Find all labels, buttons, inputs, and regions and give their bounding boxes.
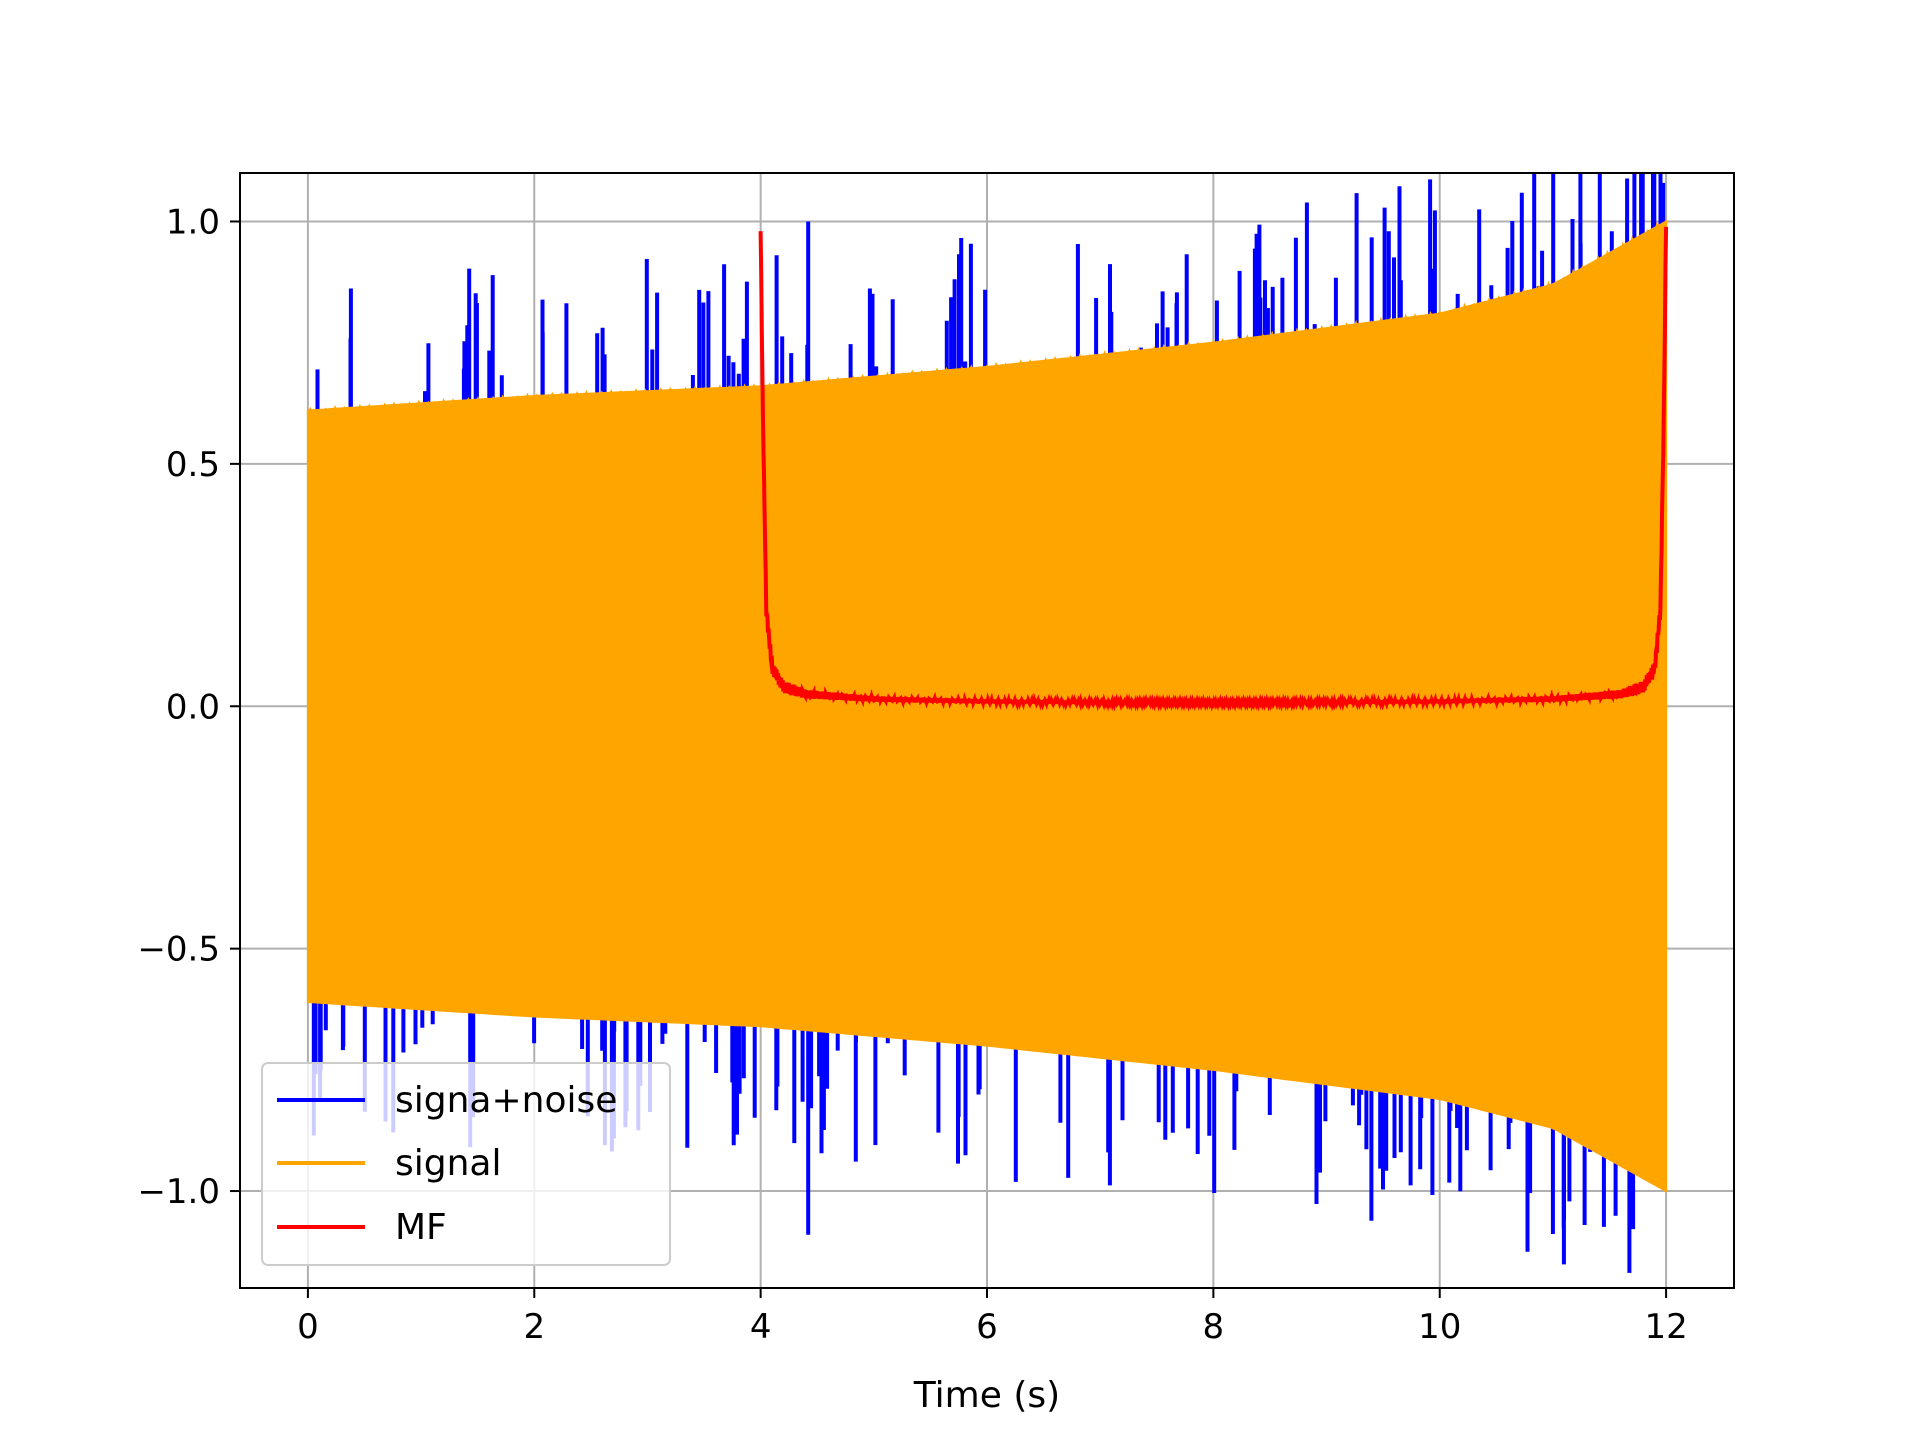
- x-axis-label: Time (s): [913, 1375, 1060, 1416]
- x-tick-label: 4: [750, 1307, 772, 1347]
- x-tick-label: 2: [523, 1307, 545, 1347]
- y-tick-label: −0.5: [137, 930, 220, 970]
- legend-label-mf: MF: [395, 1207, 447, 1248]
- signal-line: [306, 220, 1668, 422]
- x-tick-label: 8: [1203, 1307, 1225, 1347]
- series-mf: [758, 226, 1669, 712]
- legend: signa+noise signal MF: [261, 1062, 671, 1266]
- x-axis-ticks: 0 2 4 6 8 10 12: [297, 1288, 1688, 1347]
- y-tick-label: 0.0: [166, 687, 220, 727]
- legend-box: [261, 1062, 671, 1266]
- x-tick-label: 0: [297, 1307, 319, 1347]
- legend-label-signal: signal: [395, 1143, 502, 1184]
- x-tick-label: 12: [1644, 1307, 1687, 1347]
- legend-label-signal-noise: signa+noise: [395, 1080, 617, 1121]
- y-tick-label: 1.0: [166, 202, 220, 242]
- x-tick-label: 10: [1418, 1307, 1461, 1347]
- plot-area: [306, 173, 1669, 1273]
- y-tick-label: −1.0: [137, 1172, 220, 1212]
- series-signal: [306, 219, 1668, 1193]
- x-tick-label: 6: [976, 1307, 998, 1347]
- y-axis-ticks: −1.0 −0.5 0.0 0.5 1.0: [137, 202, 240, 1212]
- y-tick-label: 0.5: [166, 445, 220, 485]
- mf-line: [758, 226, 1669, 712]
